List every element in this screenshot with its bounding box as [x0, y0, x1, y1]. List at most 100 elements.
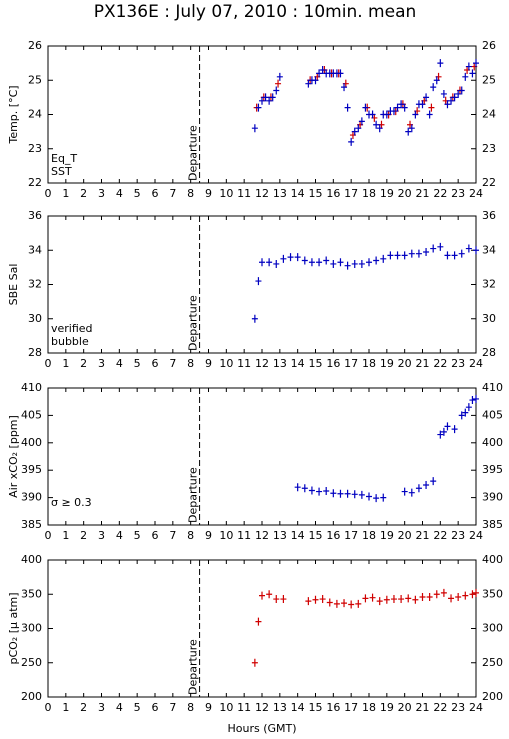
data-point	[366, 258, 372, 267]
data-point	[401, 103, 408, 112]
data-point	[433, 76, 440, 85]
x-tick-label: 1	[62, 187, 69, 200]
data-point	[458, 249, 465, 258]
y-tick-label: 395	[21, 463, 42, 476]
y-tick-label-right: 400	[482, 553, 503, 566]
x-tick-label: 8	[187, 187, 194, 200]
y-tick-label-right: 350	[482, 587, 503, 600]
data-point	[273, 595, 280, 604]
data-point	[415, 484, 422, 493]
data-point	[415, 249, 422, 258]
data-point	[355, 124, 362, 133]
data-point	[437, 242, 444, 251]
y-tick-label-right: 300	[482, 622, 503, 635]
x-tick-label: 4	[116, 701, 123, 714]
data-point	[412, 110, 419, 119]
x-tick-label: 10	[219, 357, 233, 370]
x-tick-label: 23	[451, 529, 465, 542]
x-tick-label: 15	[309, 529, 323, 542]
data-point	[344, 103, 351, 112]
x-tick-label: 11	[237, 357, 251, 370]
y-tick-label: 25	[28, 73, 42, 86]
x-tick-label: 2	[80, 701, 87, 714]
data-point	[266, 96, 273, 105]
x-tick-label: 3	[98, 701, 105, 714]
y-tick-label: 200	[21, 690, 42, 703]
x-tick-label: 21	[416, 701, 430, 714]
x-tick-label: 3	[98, 187, 105, 200]
y-tick-label: 400	[21, 553, 42, 566]
y-tick-label-right: 34	[482, 243, 496, 256]
data-point	[351, 127, 358, 136]
data-point	[316, 487, 323, 496]
data-point	[437, 59, 444, 68]
x-tick-label: 12	[255, 357, 269, 370]
x-tick-label: 11	[237, 701, 251, 714]
data-point	[401, 251, 408, 260]
x-tick-label: 12	[255, 187, 269, 200]
y-tick-label: 22	[28, 176, 42, 189]
data-point	[251, 314, 258, 323]
data-point	[323, 487, 330, 496]
x-tick-label: 12	[255, 701, 269, 714]
y-tick-label-right: 200	[482, 690, 503, 703]
data-point	[448, 594, 455, 603]
data-point	[259, 258, 265, 267]
data-point	[473, 588, 479, 597]
y-tick-label: 28	[28, 346, 42, 359]
data-point	[330, 259, 337, 268]
x-tick-label: 14	[291, 187, 305, 200]
x-tick-label: 13	[273, 357, 287, 370]
x-tick-label: 5	[134, 357, 141, 370]
x-tick-label: 8	[187, 357, 194, 370]
data-point	[373, 256, 380, 265]
data-point	[273, 259, 280, 268]
data-point	[269, 93, 276, 102]
x-tick-label: 24	[469, 701, 483, 714]
data-point	[312, 595, 319, 604]
data-point	[373, 494, 380, 503]
x-tick-label: 10	[219, 529, 233, 542]
y-tick-label: 23	[28, 142, 42, 155]
data-point	[390, 595, 397, 604]
plot-frame	[47, 387, 477, 526]
x-tick-label: 20	[398, 187, 412, 200]
data-point	[301, 256, 308, 265]
data-point	[444, 422, 451, 431]
data-point	[426, 592, 433, 601]
x-tick-label: 23	[451, 357, 465, 370]
x-tick-label: 18	[362, 529, 376, 542]
data-point	[394, 103, 401, 112]
data-point	[451, 93, 458, 102]
data-point	[462, 408, 469, 417]
x-tick-label: 23	[451, 701, 465, 714]
y-axis-label: Air xCO₂ [ppm]	[7, 415, 20, 498]
x-tick-label: 4	[116, 357, 123, 370]
data-point	[337, 489, 344, 498]
data-point	[408, 488, 415, 497]
x-tick-label: 11	[237, 187, 251, 200]
x-tick-label: 10	[219, 701, 233, 714]
x-tick-label: 1	[62, 529, 69, 542]
y-tick-label-right: 23	[482, 142, 496, 155]
data-point	[376, 597, 383, 606]
data-point	[344, 489, 351, 498]
x-tick-label: 6	[152, 357, 159, 370]
x-tick-label: 5	[134, 187, 141, 200]
x-tick-label: 23	[451, 187, 465, 200]
x-tick-label: 2	[80, 187, 87, 200]
y-tick-label-right: 30	[482, 312, 496, 325]
data-point	[337, 69, 344, 78]
y-tick-label: 34	[28, 243, 42, 256]
x-tick-label: 19	[380, 529, 394, 542]
x-tick-label: 22	[433, 701, 447, 714]
y-tick-label-right: 395	[482, 463, 503, 476]
y-axis-label: Temp. [°C]	[7, 85, 20, 144]
x-tick-label: 4	[116, 187, 123, 200]
x-tick-label: 24	[469, 187, 483, 200]
x-tick-label: 12	[255, 529, 269, 542]
data-point	[423, 247, 430, 256]
x-tick-label: 21	[416, 357, 430, 370]
data-point	[455, 89, 462, 98]
